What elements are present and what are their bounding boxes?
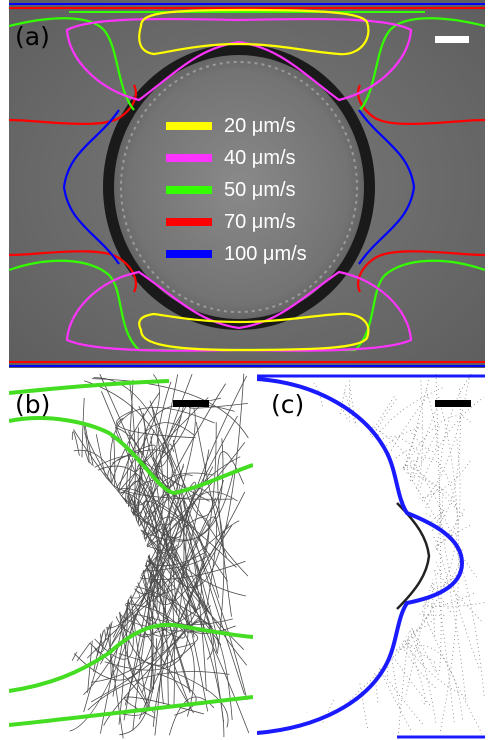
panel-a-micrograph: (a) 20 μm/s 40 μm/s 50 μm/s 70 μm/s 100 …	[9, 0, 485, 368]
legend: 20 μm/s 40 μm/s 50 μm/s 70 μm/s 100 μm/s	[166, 110, 307, 270]
trajectory-trace	[338, 460, 458, 537]
legend-swatch-70	[166, 218, 212, 226]
contour-70-left-lower	[9, 250, 137, 293]
legend-swatch-50	[166, 186, 212, 194]
legend-label-20: 20 μm/s	[224, 114, 296, 137]
droplet-edge-shadow-c	[396, 502, 431, 610]
trajectory-trace	[438, 395, 460, 732]
panel-b-trajectories: (b)	[9, 373, 253, 739]
legend-item-40: 40 μm/s	[166, 142, 307, 174]
trajectory-trace	[185, 491, 238, 638]
contour-20-lower	[138, 312, 370, 352]
legend-label-100: 100 μm/s	[224, 242, 307, 265]
trajectory-trace	[90, 422, 217, 683]
trajectory-trace	[156, 672, 197, 716]
scale-bar-a	[435, 36, 469, 43]
trajectory-trace	[91, 378, 249, 439]
panel-c-drawing	[257, 373, 485, 739]
contour-100-c	[257, 377, 465, 735]
trajectory-trace	[162, 524, 217, 653]
trajectory-trace	[379, 458, 472, 505]
trajectory-trace	[114, 427, 159, 614]
legend-item-50: 50 μm/s	[166, 174, 307, 206]
contour-20-upper	[138, 8, 370, 56]
scale-bar-b	[173, 400, 209, 407]
trajectory-trace	[87, 671, 230, 711]
legend-swatch-20	[166, 122, 212, 130]
trajectory-trace	[134, 613, 198, 649]
panel-b-label: (b)	[15, 390, 51, 419]
trajectory-trace	[411, 387, 438, 452]
trajectory-trace	[86, 520, 240, 659]
trajectory-trace	[155, 381, 207, 608]
trajectory-trace	[143, 472, 214, 710]
trajectory-trace	[132, 438, 224, 542]
contour-50-b-upper	[9, 379, 253, 496]
contour-70-right	[357, 84, 485, 126]
trajectory-trace	[439, 373, 480, 670]
trajectory-trace	[195, 421, 227, 559]
contour-70-right-lower	[357, 250, 485, 293]
panel-c-label: (c)	[271, 390, 305, 419]
panel-divider	[253, 373, 257, 740]
trajectory-trace	[83, 380, 185, 678]
trajectory-trace	[431, 567, 455, 723]
trajectory-trace	[116, 410, 196, 439]
trajectory-trace	[358, 503, 427, 705]
legend-label-70: 70 μm/s	[224, 210, 296, 233]
trajectory-trace	[172, 439, 224, 517]
panel-b-drawing	[9, 373, 253, 739]
panel-a-drawing	[9, 0, 485, 368]
legend-item-70: 70 μm/s	[166, 206, 307, 238]
legend-item-20: 20 μm/s	[166, 110, 307, 142]
trajectory-trace	[368, 424, 485, 696]
contour-100	[62, 109, 416, 265]
legend-item-100: 100 μm/s	[166, 238, 307, 270]
legend-label-50: 50 μm/s	[224, 178, 296, 201]
trajectory-trace	[86, 640, 147, 716]
contour-40-upper	[65, 17, 413, 102]
legend-swatch-40	[166, 154, 212, 162]
trajectory-trace	[73, 429, 235, 541]
trajectory-trace	[150, 562, 233, 626]
scale-bar-c	[435, 400, 471, 407]
trajectory-trace	[69, 463, 184, 732]
droplet-region-c	[257, 383, 437, 729]
trajectory-trace	[160, 375, 248, 705]
trajectory-trace	[142, 516, 224, 723]
trajectory-trace	[119, 431, 182, 539]
trajectory-trace	[70, 643, 153, 681]
contour-50-b-lower	[9, 622, 253, 727]
trajectory-trace	[152, 524, 233, 727]
trajectory-trace	[155, 407, 196, 570]
trajectory-trace	[142, 404, 185, 468]
panel-c-trajectories: (c)	[257, 373, 485, 739]
trajectory-trace	[132, 449, 210, 638]
trajectory-trace	[111, 487, 225, 654]
trajectory-trace	[217, 451, 245, 617]
trajectory-trace	[137, 427, 156, 535]
droplet-inner-ring	[120, 61, 358, 313]
trajectory-trace	[348, 601, 433, 702]
trajectory-trace	[183, 499, 245, 695]
trajectory-trace	[340, 376, 424, 501]
contour-70-left	[9, 84, 137, 126]
legend-swatch-100	[166, 250, 212, 258]
droplet-region-b	[9, 433, 149, 673]
legend-label-40: 40 μm/s	[224, 146, 296, 169]
panel-a-label: (a)	[15, 22, 50, 51]
trajectory-trace	[126, 373, 245, 588]
trajectory-trace	[117, 449, 173, 534]
trajectory-trace	[84, 432, 159, 506]
trajectory-trace	[323, 415, 473, 631]
